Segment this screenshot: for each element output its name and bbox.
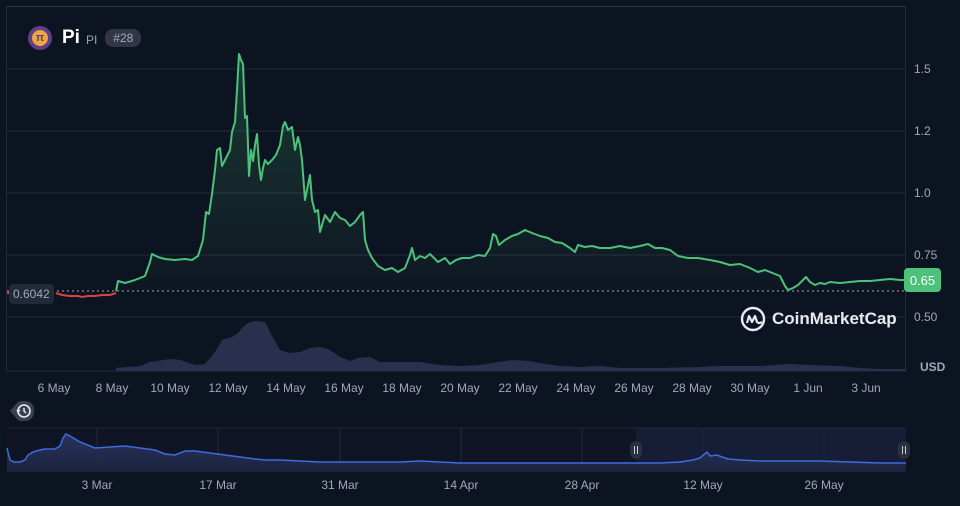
x-axis-label: 3 Jun [851,381,881,395]
x-axis-label: 22 May [498,381,538,395]
navigator-date-label: 17 Mar [199,478,237,492]
x-axis-label: 1 Jun [793,381,823,395]
navigator-date-label: 12 May [683,478,723,492]
price-line-up [115,53,906,292]
x-axis-label: 20 May [440,381,480,395]
watermark-text: CoinMarketCap [772,309,897,328]
x-axis-label: 26 May [614,381,654,395]
y-axis-label: 0.75 [914,248,938,262]
y-axis-label: 1.2 [914,124,931,138]
coin-name: Pi [62,27,80,48]
x-axis-label: 16 May [324,381,364,395]
x-axis-label: 14 May [266,381,306,395]
y-axis-label: 1.0 [914,186,931,200]
navigator-right-handle[interactable] [898,441,910,459]
coinmarketcap-logo-icon [740,306,766,332]
navigator-date-label: 14 Apr [443,478,479,492]
history-icon [10,401,34,421]
navigator-left-handle[interactable] [630,441,642,459]
coin-symbol: PI [85,33,98,47]
x-axis-label: 18 May [382,381,422,395]
rank-badge: #28 [105,29,142,47]
x-axis-label: 8 May [95,381,129,395]
x-axis-label: 12 May [208,381,248,395]
price-area-fill [116,54,906,291]
navigator-line [6,433,906,464]
price-line-down [55,292,117,299]
navigator[interactable] [6,427,906,472]
coinmarketcap-watermark: CoinMarketCap [740,306,897,332]
x-axis-label: 24 May [556,381,596,395]
x-axis-label: 30 May [730,381,770,395]
x-axis-label: 10 May [150,381,190,395]
y-axis-label: 0.50 [914,310,938,324]
history-button[interactable] [8,398,36,424]
currency-label: USD [920,360,946,374]
navigator-date-label: 28 Apr [564,478,600,492]
volume-area [116,321,906,371]
y-axis-label: 1.5 [914,62,931,76]
navigator-date-label: 3 Mar [81,478,113,492]
coin-header: π Pi PI #28 [28,26,142,50]
pi-network-logo-icon: π [28,26,52,50]
baseline-price-tag: 0.6042 [9,284,54,304]
x-axis-label: 6 May [37,381,71,395]
chart-frame [6,6,906,372]
navigator-date-label: 26 May [804,478,844,492]
navigator-date-label: 31 Mar [321,478,359,492]
current-price-tag: 0.65 [904,268,941,292]
x-axis-label: 28 May [672,381,712,395]
